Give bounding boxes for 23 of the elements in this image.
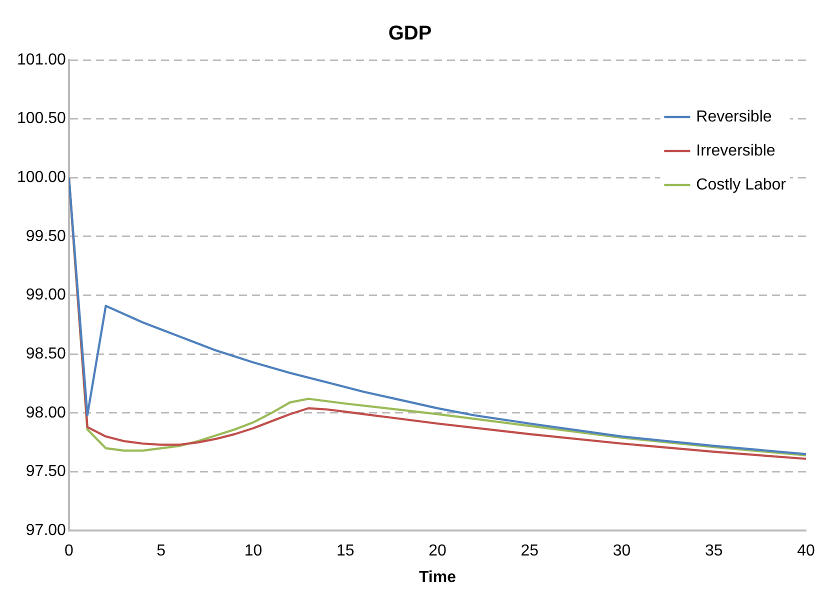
y-tick-label: 99.50: [26, 228, 66, 245]
x-tick-label: 5: [156, 542, 166, 560]
legend-label: Reversible: [696, 108, 772, 126]
y-tick-label: 99.00: [26, 286, 66, 304]
x-tick-label: 10: [244, 542, 262, 560]
y-tick-label: 97.00: [26, 522, 66, 540]
x-tick-label: 0: [64, 542, 74, 560]
y-tick-label: 97.50: [26, 463, 66, 480]
legend-label: Irreversible: [696, 142, 776, 160]
y-tick-label: 101.00: [17, 51, 66, 68]
x-tick-label: 15: [336, 542, 354, 560]
x-tick-label: 40: [797, 542, 815, 560]
y-tick-label: 98.50: [26, 346, 66, 363]
x-tick-label: 20: [428, 542, 446, 560]
y-tick-label: 100.00: [17, 169, 66, 186]
y-tick-label: 98.00: [26, 404, 66, 422]
x-tick-label: 25: [520, 542, 539, 560]
x-axis-title: Time: [418, 568, 456, 586]
legend-label: Costly Labor: [696, 176, 787, 194]
x-tick-label: 30: [612, 542, 631, 560]
x-tick-label: 35: [704, 542, 723, 560]
chart-title: GDP: [388, 22, 432, 45]
y-tick-label: 100.50: [17, 110, 66, 128]
